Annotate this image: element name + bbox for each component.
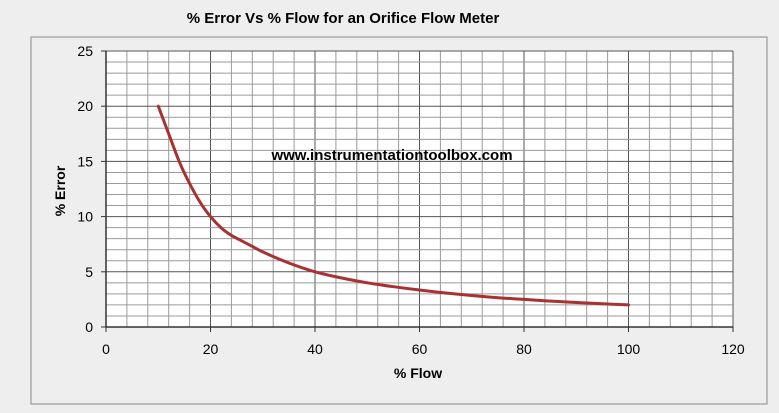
x-tick-label: 120 — [721, 341, 745, 357]
x-tick-label: 0 — [102, 341, 110, 357]
chart-border — [30, 36, 768, 405]
y-tick-label: 10 — [77, 209, 93, 225]
watermark-text: www.instrumentationtoolbox.com — [270, 147, 512, 164]
y-axis-title: % Error — [52, 165, 68, 216]
x-tick-label: 20 — [203, 341, 219, 357]
chart-title: % Error Vs % Flow for an Orifice Flow Me… — [187, 10, 500, 27]
y-tick-label: 0 — [85, 319, 93, 335]
x-tick-label: 80 — [516, 341, 532, 357]
y-tick-label: 15 — [77, 153, 93, 169]
y-tick-label: 5 — [85, 264, 93, 280]
x-tick-label: 40 — [307, 341, 323, 357]
series-line — [156, 104, 630, 307]
y-tick-label: 25 — [77, 43, 93, 59]
y-tick-label: 20 — [77, 98, 93, 114]
series-layer — [156, 104, 630, 307]
x-tick-label: 60 — [412, 341, 428, 357]
tick-layer: 0 20 40 60 80 100 120 0 5 10 15 20 25 — [77, 43, 744, 357]
x-axis-title: % Flow — [394, 365, 442, 381]
grid-layer — [105, 50, 734, 328]
x-tick-label: 100 — [617, 341, 641, 357]
